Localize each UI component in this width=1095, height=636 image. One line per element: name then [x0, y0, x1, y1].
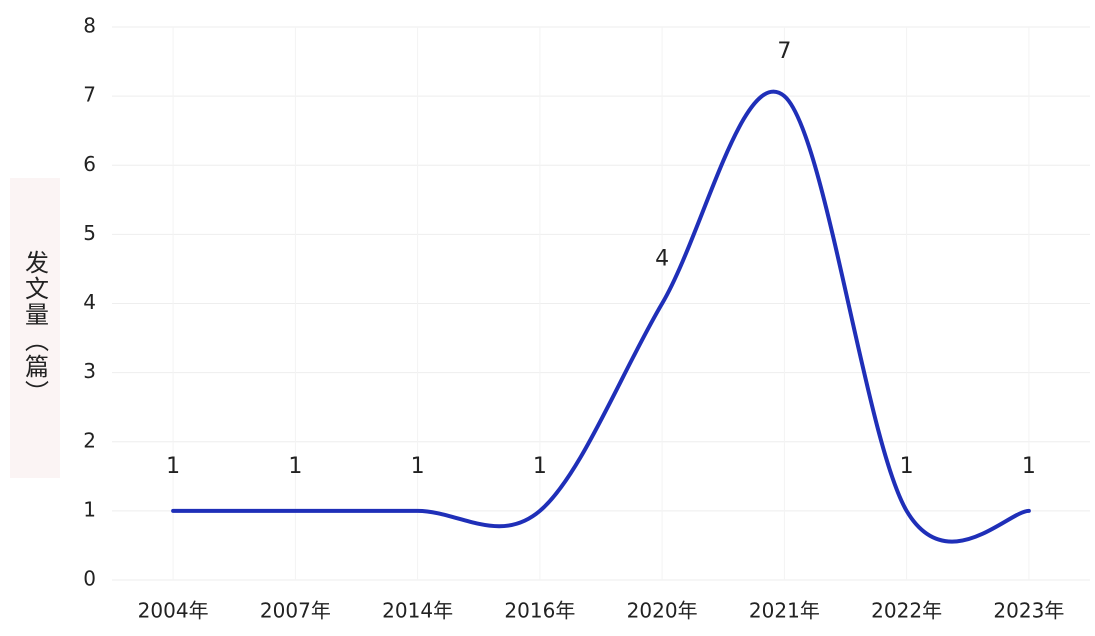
x-tick-label: 2023年	[993, 599, 1064, 623]
data-label: 7	[777, 39, 791, 64]
x-tick-label: 2016年	[504, 599, 575, 623]
data-label: 1	[166, 454, 180, 479]
y-tick-label: 4	[83, 290, 96, 314]
y-tick-label: 8	[83, 14, 96, 38]
data-label: 4	[655, 247, 669, 272]
y-tick-label: 5	[83, 221, 96, 245]
data-label: 1	[533, 454, 547, 479]
y-axis-label: 发文量（篇）	[10, 178, 60, 478]
x-tick-label: 2007年	[260, 599, 331, 623]
y-tick-label: 7	[83, 83, 96, 107]
x-tick-label: 2022年	[871, 599, 942, 623]
x-tick-label: 2014年	[382, 599, 453, 623]
y-tick-label: 2	[83, 428, 96, 452]
x-tick-label: 2020年	[627, 599, 698, 623]
data-label: 1	[288, 454, 302, 479]
line	[171, 89, 1031, 544]
data-label: 1	[900, 454, 914, 479]
y-tick-label: 6	[83, 152, 96, 176]
data-label: 1	[1022, 454, 1036, 479]
data-label: 1	[411, 454, 425, 479]
x-tick-label: 2021年	[749, 599, 820, 623]
y-tick-label: 1	[83, 497, 96, 521]
y-tick-label: 0	[83, 567, 96, 591]
x-tick-label: 2004年	[138, 599, 209, 623]
y-tick-label: 3	[83, 359, 96, 383]
